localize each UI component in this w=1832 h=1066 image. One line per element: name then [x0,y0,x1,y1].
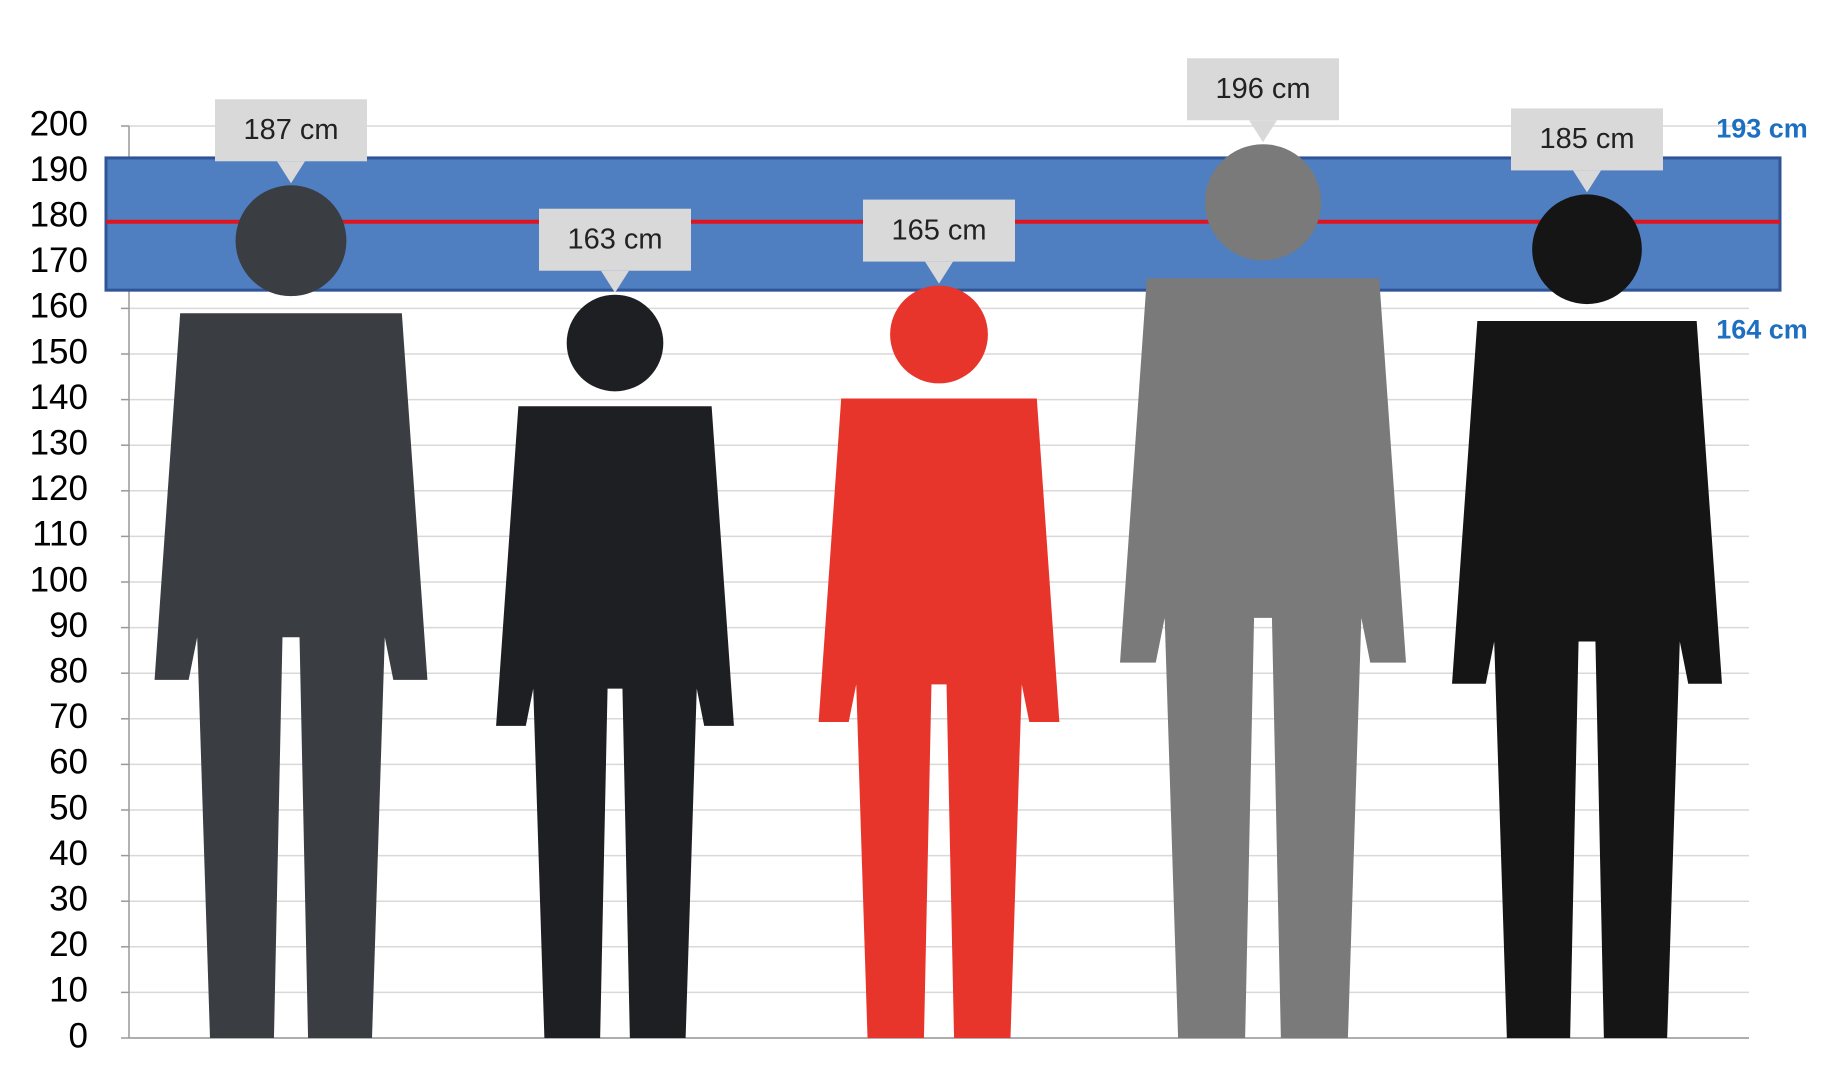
callout-box [215,99,367,162]
y-tick-label: 150 [30,332,88,371]
y-tick-label: 180 [30,195,88,234]
y-tick-label: 120 [30,469,88,508]
person [818,285,1060,1039]
y-tick-label: 170 [30,241,88,280]
callout-label: 165 cm [891,214,986,246]
callout-box [863,199,1015,262]
callout-label: 187 cm [243,114,338,146]
y-tick-label: 50 [49,788,88,827]
person [154,185,428,1038]
callout-box [1187,58,1339,121]
y-tick-label: 20 [49,925,88,964]
callout-box [539,208,691,271]
y-tick-label: 140 [30,378,88,417]
y-tick-label: 200 [30,104,88,143]
y-tick-label: 80 [49,651,88,690]
band-label-high: 193 cm [1716,114,1808,144]
y-tick-label: 70 [49,697,88,736]
y-tick-label: 100 [30,560,88,599]
callout-box [1511,108,1663,171]
person [1119,144,1407,1038]
person [496,294,734,1039]
callout-pointer [601,270,629,293]
y-tick-label: 160 [30,287,88,326]
person [1452,194,1722,1038]
callout-pointer [277,161,305,184]
y-tick-label: 60 [49,743,88,782]
y-tick-label: 110 [32,515,88,554]
y-tick-label: 40 [49,834,88,873]
y-tick-label: 10 [49,971,88,1010]
callout-label: 196 cm [1215,73,1310,105]
y-tick-label: 30 [49,879,88,918]
callout-pointer [1573,170,1601,193]
callout-pointer [1249,120,1277,143]
callout-label: 185 cm [1539,123,1634,155]
y-tick-label: 130 [30,423,88,462]
y-tick-label: 90 [49,606,88,645]
band-label-low: 164 cm [1716,314,1808,344]
y-tick-label: 0 [69,1016,88,1055]
callout-label: 163 cm [567,223,662,255]
callout-pointer [925,261,953,284]
y-tick-label: 190 [30,150,88,189]
